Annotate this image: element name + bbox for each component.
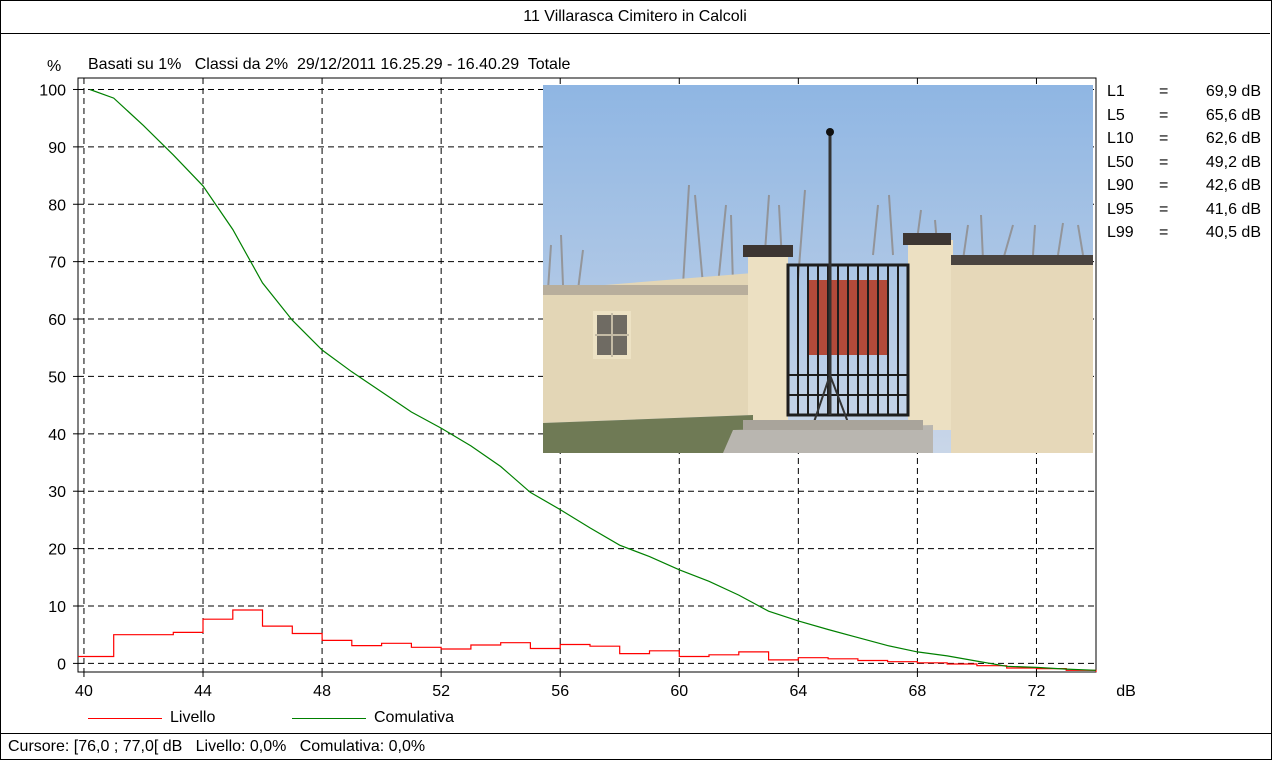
y-tick-label: 90 (48, 140, 66, 157)
x-tick-label: 52 (432, 683, 450, 700)
stat-eq: = (1159, 83, 1169, 100)
stat-eq: = (1159, 224, 1169, 241)
stat-name: L99 (1107, 224, 1134, 241)
x-tick-label: 60 (670, 683, 688, 700)
x-tick-label: 64 (789, 683, 807, 700)
stat-eq: = (1159, 200, 1169, 218)
legend-label-comulativa: Comulativa (374, 709, 455, 726)
stat-val: 62,6 dB (1205, 130, 1261, 147)
stat-eq: = (1159, 130, 1169, 147)
y-tick-label: 50 (48, 369, 66, 386)
stat-val: 42,6 dB (1205, 177, 1261, 194)
stat-name: L90 (1107, 177, 1134, 194)
stat-row-l95: L95 = 41,6 dB (1107, 198, 1261, 222)
y-tick-label: 40 (48, 427, 66, 444)
stat-eq: = (1159, 177, 1169, 194)
y-tick-label: 20 (48, 542, 66, 559)
stat-eq: = (1159, 106, 1169, 124)
stat-name: L1 (1107, 83, 1125, 100)
legend-swatch-comulativa (292, 717, 366, 719)
stat-row-l90: L90 = 42,6 dB (1107, 174, 1261, 198)
x-tick-label: 40 (75, 683, 93, 700)
stat-row-l5: L5 = 65,6 dB (1107, 104, 1261, 128)
stat-name: L50 (1107, 153, 1134, 171)
stat-row-l50: L50 = 49,2 dB (1107, 151, 1261, 175)
stat-row-l10: L10 = 62,6 dB (1107, 127, 1261, 151)
stat-eq: = (1159, 153, 1169, 171)
plot-border (77, 77, 1097, 673)
series-line-comulativa (89, 88, 1097, 671)
stat-val: 41,6 dB (1205, 200, 1261, 218)
chart-title: 11 Villarasca Cimitero in Calcoli (0, 0, 1270, 34)
y-tick-label: 10 (48, 599, 66, 616)
y-tick-label: 60 (48, 312, 66, 329)
x-tick-label: 48 (313, 683, 331, 700)
stat-name: L10 (1107, 130, 1134, 147)
x-tick-label: 56 (551, 683, 569, 700)
y-tick-label: 80 (48, 197, 66, 214)
stat-val: 69,9 dB (1205, 83, 1261, 100)
x-tick-label: 68 (909, 683, 927, 700)
y-tick-label: 0 (57, 656, 66, 673)
stat-name: L95 (1107, 200, 1134, 218)
cursor-status-bar: Cursore: [76,0 ; 77,0[ dB Livello: 0,0% … (0, 733, 1272, 759)
stat-row-l1: L1 = 69,9 dB (1107, 80, 1261, 104)
x-axis-unit: dB (1116, 683, 1136, 700)
x-tick-label: 44 (194, 683, 212, 700)
stat-val: 40,5 dB (1205, 224, 1261, 241)
legend-item-livello: Livello (88, 709, 215, 727)
y-tick-label: 30 (48, 484, 66, 501)
site-photo (543, 85, 1093, 453)
chart-subtitle: Basati su 1% Classi da 2% 29/12/2011 16.… (88, 56, 571, 73)
legend-label-livello: Livello (170, 709, 216, 726)
y-tick-label: 70 (48, 255, 66, 272)
legend-swatch-livello (88, 717, 162, 719)
x-tick-label: 72 (1028, 683, 1046, 700)
series-line-livello (78, 609, 1097, 672)
stat-row-l99: L99 = 40,5 dB (1107, 221, 1261, 245)
statistics-panel: L1 = 69,9 dB L5 = 65,6 dB L10 = 62,6 dB L50 = 49,2 … (1107, 80, 1261, 245)
stat-val: 65,6 dB (1205, 106, 1261, 124)
y-tick-label: 100 (39, 82, 66, 99)
legend-item-comulativa: Comulativa (292, 709, 454, 727)
y-axis-unit: % (47, 58, 62, 75)
stat-val: 49,2 dB (1205, 153, 1261, 171)
stat-name: L5 (1107, 106, 1125, 124)
